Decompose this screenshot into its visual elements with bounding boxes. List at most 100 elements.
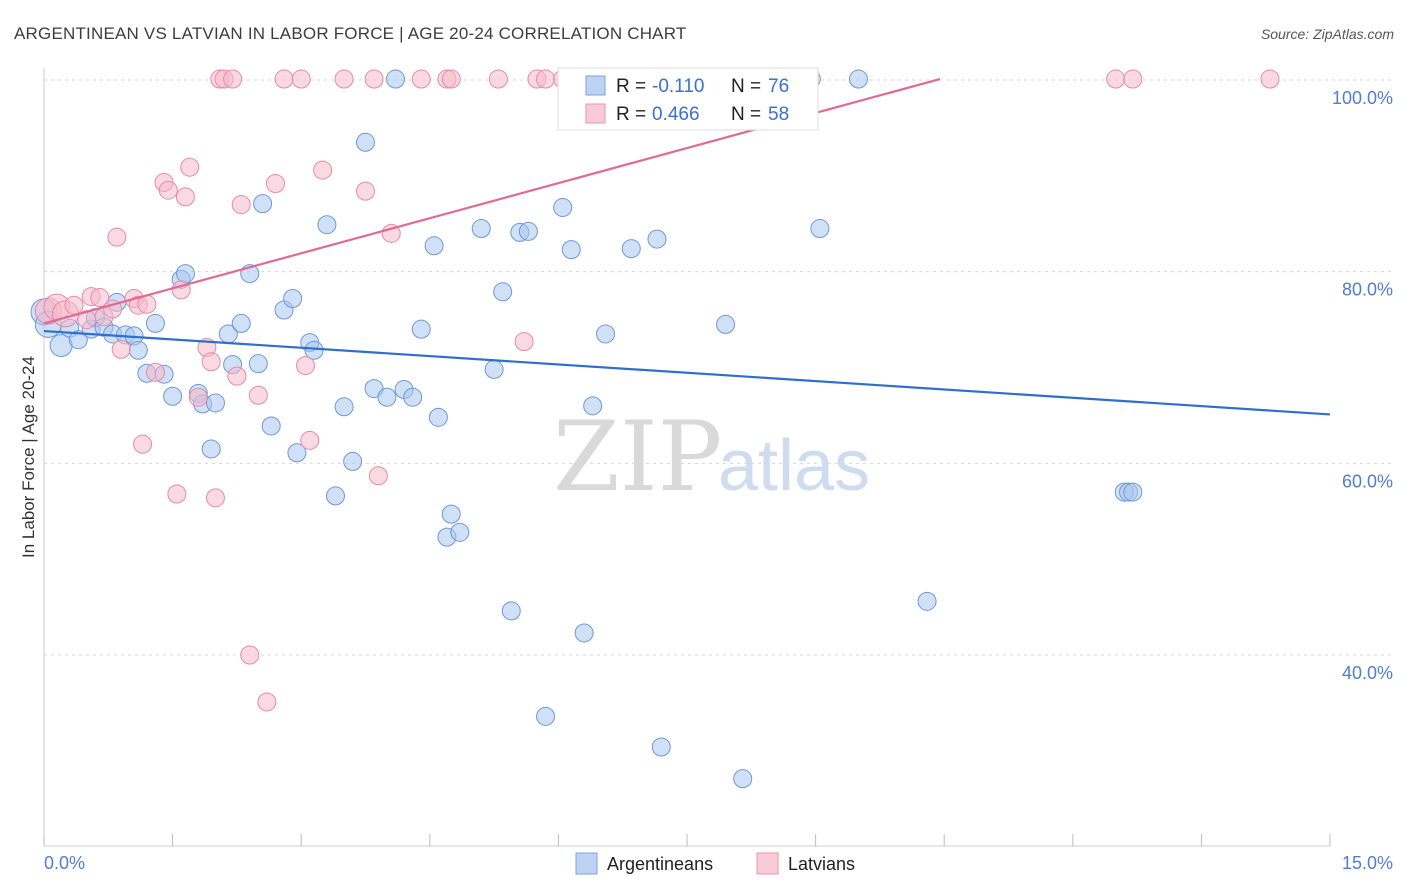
point-argentineans-32 [287,443,307,463]
point-latvians-3 [64,295,84,315]
point-latvians-30 [231,195,251,215]
point-latvians-38 [300,430,320,450]
point-latvians-45 [411,69,431,89]
point-argentineans-21 [201,439,221,459]
point-argentineans-51 [471,219,491,239]
point-latvians-37 [295,356,315,376]
point-argentineans-41 [377,387,397,407]
watermark: ZIP atlas [553,401,870,513]
legend-n-value-argentineans: 76 [768,76,789,97]
scatter-points [30,69,1280,789]
legend-swatch-latvians [585,103,606,124]
point-latvians-35 [274,69,294,89]
legend-r-value-argentineans: -0.110 [652,76,704,97]
point-latvians-47 [441,69,461,89]
point-latvians-33 [257,692,277,712]
legend-r-label-argentineans: R = [616,76,646,97]
point-latvians-54 [1106,69,1126,89]
x-tick-label-max: 15.0% [1342,853,1393,873]
point-argentineans-38 [343,451,363,471]
point-latvians-42 [364,69,384,89]
point-argentineans-37 [334,397,354,417]
point-argentineans-61 [583,396,603,416]
bottom-legend-swatch-argentineans [575,852,598,875]
point-latvians-6 [90,288,110,308]
point-latvians-40 [334,69,354,89]
point-argentineans-59 [561,240,581,260]
point-latvians-55 [1123,69,1143,89]
y-tick-label-0: 100.0% [1332,88,1393,108]
gridlines [44,79,1393,656]
point-argentineans-2 [49,333,73,357]
point-argentineans-58 [553,197,573,217]
point-argentineans-4 [68,330,88,350]
trend-line-argentineans [43,329,1331,416]
point-argentineans-29 [261,416,281,436]
point-argentineans-75 [1123,482,1143,502]
point-argentineans-14 [145,313,165,333]
watermark-atlas: atlas [718,426,870,506]
bottom-legend-swatch-latvians [756,852,779,875]
point-latvians-10 [111,339,131,359]
point-argentineans-46 [424,236,444,256]
point-argentineans-35 [317,215,337,235]
y-axis-label: In Labor Force | Age 20-24 [19,356,38,558]
point-argentineans-25 [231,313,251,333]
point-argentineans-65 [647,229,667,249]
watermark-zip: ZIP [553,401,722,513]
point-argentineans-49 [441,504,461,524]
point-argentineans-70 [810,219,830,239]
point-argentineans-72 [917,591,937,611]
chart-source: Source: ZipAtlas.com [1261,26,1394,42]
point-argentineans-68 [733,769,753,789]
point-latvians-18 [167,484,187,504]
legend-r-value-latvians: 0.466 [652,104,700,125]
point-latvians-31 [240,645,260,665]
point-argentineans-66 [651,737,671,757]
series-legend: Argentineans Latvians [575,852,855,875]
point-argentineans-45 [411,319,431,339]
point-argentineans-16 [163,386,183,406]
point-argentineans-42 [386,69,406,89]
point-latvians-43 [368,466,388,486]
point-argentineans-39 [356,132,375,152]
legend-n-label-latvians: N = [731,104,761,125]
point-latvians-32 [248,385,268,405]
point-latvians-34 [265,174,285,193]
point-latvians-17 [158,180,178,200]
point-latvians-51 [536,69,556,89]
point-argentineans-18 [175,264,195,284]
point-argentineans-57 [536,706,556,726]
stats-legend: R = -0.110 N = 76 R = 0.466 N = 58 [557,67,819,131]
point-latvians-21 [180,157,200,177]
point-latvians-20 [175,187,195,207]
point-argentineans-56 [518,221,538,241]
point-latvians-15 [145,362,165,382]
point-latvians-48 [488,69,508,89]
point-latvians-36 [291,69,311,89]
point-argentineans-67 [716,314,736,334]
point-latvians-41 [356,181,375,201]
point-latvians-56 [1260,69,1280,89]
point-argentineans-31 [283,289,303,308]
y-tick-label-2: 60.0% [1342,471,1393,491]
point-argentineans-27 [248,354,268,374]
point-argentineans-60 [574,623,594,643]
legend-r-label-latvians: R = [616,104,646,125]
y-tick-label-3: 40.0% [1342,663,1393,683]
y-tick-labels: 100.0% 80.0% 60.0% 40.0% [1332,88,1393,683]
point-argentineans-63 [621,239,641,259]
point-latvians-25 [205,488,225,508]
point-latvians-9 [107,227,127,247]
point-argentineans-53 [493,282,513,302]
bottom-legend-label-argentineans: Argentineans [607,854,713,874]
point-latvians-28 [223,69,243,89]
legend-n-label-argentineans: N = [731,76,761,97]
x-tick-label-min: 0.0% [44,853,85,873]
point-argentineans-54 [501,601,521,621]
y-tick-label-1: 80.0% [1342,280,1393,300]
point-argentineans-62 [596,324,616,344]
point-argentineans-71 [848,69,868,89]
point-argentineans-50 [450,522,470,542]
